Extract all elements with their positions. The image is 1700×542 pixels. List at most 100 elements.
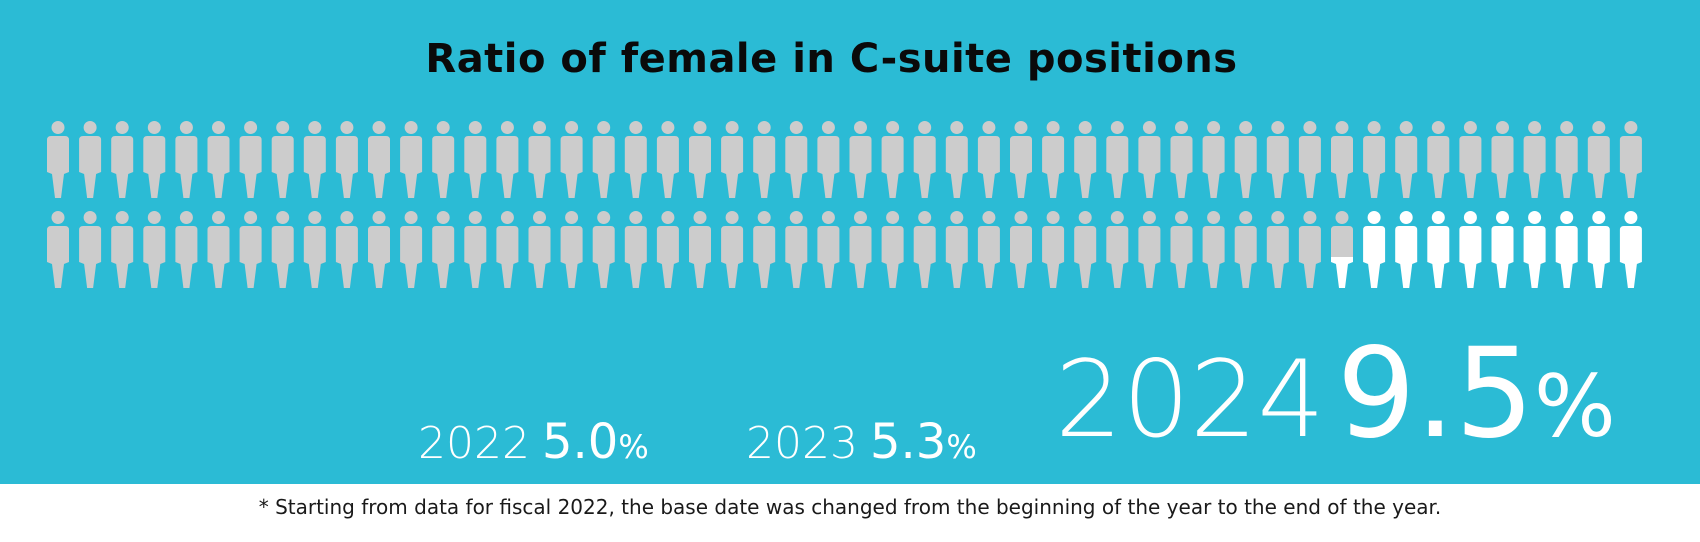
person-body [335,136,358,198]
person-body [592,226,615,288]
person-body [207,226,230,288]
person-head [83,121,97,134]
person-body [913,226,936,288]
person-head [1078,211,1092,224]
person-icon [1555,121,1578,198]
person-icon [624,121,647,198]
person-icon [1587,121,1610,198]
person-head [725,211,739,224]
person-head [854,121,867,134]
person-body [175,136,198,198]
person-head [244,121,258,134]
person-body [1074,226,1097,288]
person-icon [913,121,936,198]
person-icon [1010,211,1032,288]
person-icon [721,121,744,198]
person-head [1624,121,1638,134]
person-body [977,136,1000,198]
person-icon [1170,121,1193,198]
person-body [1234,226,1257,288]
person-head [244,211,258,224]
person-body [1363,136,1386,198]
person-body [432,226,455,288]
person-head [308,121,322,134]
person-head [1142,121,1156,134]
person-icon [1074,121,1097,198]
person-icon [271,121,294,198]
person-icon [79,121,102,198]
person-head [1271,211,1285,224]
person-head [212,121,225,134]
person-body [496,136,519,198]
person-head [1175,121,1188,134]
person-head [1463,211,1477,224]
person-icon [753,211,776,288]
person-icon [945,211,968,288]
person-icon [207,211,230,288]
person-head [565,211,579,224]
person-icon [175,121,198,198]
person-head [1399,121,1413,134]
person-body [849,136,872,198]
person-icon [1042,121,1065,198]
person-icon [207,121,230,198]
person-body [881,226,904,288]
person-body [1202,226,1225,288]
person-body [335,226,358,288]
person-icon [881,211,904,288]
person-body [1010,226,1032,288]
person-body [1010,136,1032,198]
person-head [789,121,803,134]
person-head [372,211,386,224]
person-body [1266,226,1289,288]
person-head [1175,211,1188,224]
person-icon [977,121,1000,198]
person-icon [1106,121,1129,198]
person-head [821,211,835,224]
person-body [785,226,808,288]
stat-year-2022: 2022 [418,418,530,469]
person-head [1335,121,1349,134]
person-head [468,121,482,134]
person-body [721,226,744,288]
person-head [1624,211,1638,224]
person-body [1427,136,1450,198]
person-icon [1523,121,1546,198]
person-body [624,226,647,288]
person-body [464,226,487,288]
person-body [1587,226,1610,288]
person-icon [368,121,390,198]
person-body [945,136,968,198]
person-body [849,226,872,288]
person-head [597,211,611,224]
person-head [950,211,964,224]
person-head [1110,121,1124,134]
person-head [436,211,450,224]
person-body [592,136,615,198]
person-body [1587,136,1610,198]
person-head [693,121,707,134]
chart-title: Ratio of female in C-suite positions [425,36,1238,82]
person-body [1202,136,1225,198]
person-body [528,226,551,288]
person-body [1555,226,1578,288]
person-body [1074,136,1097,198]
person-head [179,211,193,224]
stat-year-2023: 2023 [746,418,858,469]
person-head [982,211,996,224]
person-icon [1202,121,1225,198]
person-head [1592,121,1606,134]
person-icon [945,121,968,198]
stat-2022: 2022 5.0% [418,418,649,466]
person-head [629,211,643,224]
person-icon [1298,121,1321,198]
person-head [918,211,932,224]
person-icon [689,121,711,198]
person-icon [79,211,102,288]
person-head [404,211,418,224]
person-head [1367,121,1381,134]
person-icon [721,211,744,288]
person-head [1592,211,1606,224]
person-head [372,121,386,134]
person-icon [1619,121,1642,198]
